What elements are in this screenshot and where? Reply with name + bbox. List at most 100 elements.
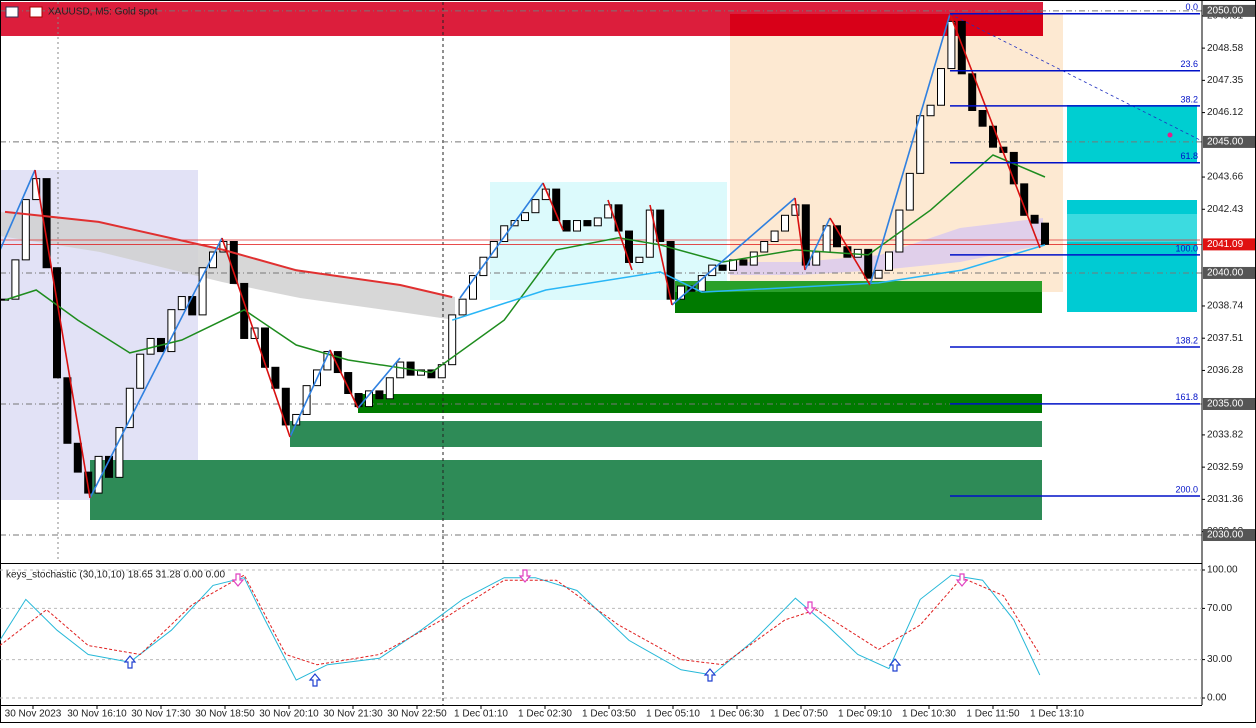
candle-up xyxy=(323,351,332,371)
candle-down xyxy=(614,204,623,232)
x-tick-label: 30 Nov 17:30 xyxy=(131,709,191,720)
trend-line xyxy=(949,13,1201,141)
candle-up xyxy=(905,172,914,211)
fib-label: 61.8 xyxy=(1180,151,1198,161)
x-tick-label: 1 Dec 11:50 xyxy=(966,709,1020,720)
arrow-down xyxy=(231,573,245,587)
candle-up xyxy=(11,259,20,300)
moving-average xyxy=(451,244,1046,321)
zigzag-up xyxy=(869,13,951,286)
x-tick-label: 1 Dec 10:30 xyxy=(902,709,956,720)
y-tick-label: 2037.51 xyxy=(1207,333,1244,344)
candle-up xyxy=(146,337,155,355)
y-tick-label: 2033.82 xyxy=(1207,430,1244,441)
zigzag-up xyxy=(357,357,401,409)
candle-down xyxy=(375,390,384,400)
candle-up xyxy=(874,269,883,279)
zone xyxy=(1067,214,1197,242)
arrow-up xyxy=(308,673,322,687)
last-price-label: 2041.09 xyxy=(1207,239,1244,250)
candle-up xyxy=(469,275,477,300)
candle-down xyxy=(261,327,269,368)
candle-down xyxy=(73,442,82,473)
x-tick-label: 1 Dec 07:50 xyxy=(774,709,828,720)
candle-up xyxy=(209,251,217,269)
last-price-box xyxy=(1203,238,1255,251)
zone xyxy=(675,281,1042,292)
y-tick-label: 2032.59 xyxy=(1207,462,1244,473)
candle-up xyxy=(396,361,405,379)
fib-label: 23.6 xyxy=(1180,59,1198,69)
candle-down xyxy=(989,125,997,148)
candle-down xyxy=(801,204,810,266)
zigzag-down xyxy=(949,13,1041,249)
candle-up xyxy=(760,241,769,253)
zigzag xyxy=(0,13,1201,499)
level-label: 2035.00 xyxy=(1207,399,1244,410)
y-tick-label: 2042.43 xyxy=(1207,204,1244,215)
y-tick-label: 2036.28 xyxy=(1207,365,1244,376)
zigzag-down xyxy=(649,204,673,306)
x-tick-label: 30 Nov 18:50 xyxy=(195,709,255,720)
level-box xyxy=(1203,4,1255,17)
icon[interactable] xyxy=(29,6,43,18)
level-box xyxy=(1203,135,1255,148)
y-tick-label: 2038.74 xyxy=(1207,301,1244,312)
candle-down xyxy=(739,259,748,266)
arrow-down xyxy=(955,573,969,587)
zigzag-down xyxy=(607,199,633,271)
candle-up xyxy=(125,387,134,429)
y-tick-label: 2047.35 xyxy=(1207,75,1244,86)
moving-average xyxy=(4,154,1046,374)
chart-title: XAUUSD, M5: Gold spot xyxy=(48,7,158,18)
candle-up xyxy=(115,427,124,478)
x-tick-label: 1 Dec 01:10 xyxy=(454,709,508,720)
candle-up xyxy=(417,369,425,376)
candle-down xyxy=(42,178,51,269)
zone xyxy=(1067,105,1197,163)
x-tick-label: 30 Nov 16:10 xyxy=(67,709,127,720)
fibonacci: 0.0 23.6 38.2 61.8 100.0 138.2 161.8 200.0 xyxy=(950,2,1200,497)
fib-label: 161.8 xyxy=(1175,392,1198,402)
y-tick-label: 2043.66 xyxy=(1207,172,1244,183)
arrow-down xyxy=(518,569,532,583)
candle-down xyxy=(344,372,353,395)
candle-up xyxy=(895,209,904,253)
icon[interactable] xyxy=(5,6,19,18)
candle-up xyxy=(812,251,821,266)
level-label: 2045.00 xyxy=(1207,137,1244,148)
cloud xyxy=(730,218,1043,275)
overlays xyxy=(4,154,1046,374)
x-tick-label: 30 Nov 2023 xyxy=(5,709,62,720)
x-tick-label: 30 Nov 22:50 xyxy=(387,709,447,720)
zone xyxy=(290,421,1042,447)
fib-label: 38.2 xyxy=(1180,94,1198,104)
candle-up xyxy=(926,104,935,117)
candle-down xyxy=(718,264,727,271)
cloud xyxy=(0,212,455,320)
level-label: 2040.00 xyxy=(1207,268,1244,279)
x-tick-label: 1 Dec 06:30 xyxy=(710,709,764,720)
zone xyxy=(90,460,1042,520)
x-tick-label: 30 Nov 20:10 xyxy=(259,709,319,720)
zigzag-down xyxy=(542,182,564,231)
candle-up xyxy=(167,309,176,353)
x-tick-label: 1 Dec 02:30 xyxy=(518,709,572,720)
candle-down xyxy=(978,109,987,127)
y-tick-label: 70.00 xyxy=(1207,603,1232,614)
candle-down xyxy=(583,220,592,227)
level-box xyxy=(1203,266,1255,279)
candle-up xyxy=(198,267,207,316)
candle-down xyxy=(188,296,197,316)
zigzag-up xyxy=(671,197,796,306)
candle-up xyxy=(593,217,602,227)
zigzag-up xyxy=(804,217,831,271)
candle-up xyxy=(21,199,30,261)
candle-up xyxy=(645,209,654,258)
candle-down xyxy=(562,220,571,232)
y-tick-label: 2048.58 xyxy=(1207,43,1244,54)
zigzag-down xyxy=(34,169,91,499)
zigzag-down xyxy=(221,237,291,438)
y-tick-label: 30.00 xyxy=(1207,654,1232,665)
